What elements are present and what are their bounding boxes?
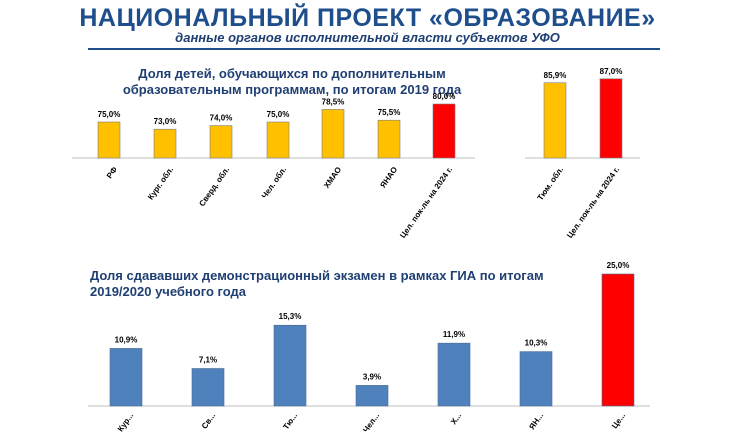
tick-label: Св... [200, 411, 217, 430]
chart-title-line: Доля детей, обучающихся по дополнительны… [138, 66, 445, 81]
data-label: 11,9% [443, 330, 465, 339]
data-label: 75,0% [98, 110, 121, 119]
tick-label: ЯН... [527, 411, 545, 431]
data-label: 10,3% [525, 339, 548, 348]
tick-label: Тю... [281, 411, 299, 431]
header-divider [88, 48, 660, 50]
data-label: 3,9% [363, 372, 381, 381]
bar [321, 109, 345, 159]
chart-title-line: образовательным программам, по итогам 20… [123, 82, 462, 97]
tick-label: Це... [610, 411, 627, 430]
bar [273, 324, 307, 407]
data-label: 75,0% [267, 110, 290, 119]
page-subtitle: данные органов исполнительной власти суб… [175, 30, 560, 45]
bar [599, 78, 623, 159]
data-label: 85,9% [544, 71, 567, 80]
bar [97, 121, 121, 159]
bar [209, 125, 233, 159]
bar [109, 348, 143, 407]
bar [377, 119, 401, 159]
data-label: 75,5% [378, 108, 401, 117]
bar [601, 273, 635, 407]
chart-title: Доля сдававших демонстрационный экзамен … [90, 268, 544, 299]
bar [153, 128, 177, 159]
bar [437, 342, 471, 407]
data-label: 15,3% [279, 312, 302, 321]
bar [191, 368, 225, 407]
tick-label: Х... [449, 411, 463, 426]
tick-label: Чел... [361, 411, 381, 434]
bar [543, 82, 567, 159]
bar [432, 103, 456, 159]
chart-title: Доля детей, обучающихся по дополнительны… [123, 66, 462, 97]
bar [355, 385, 389, 407]
page-title: НАЦИОНАЛЬНЫЙ ПРОЕКТ «ОБРАЗОВАНИЕ» [79, 4, 656, 32]
data-label: 78,5% [322, 97, 345, 106]
bar [519, 351, 553, 407]
data-label: 87,0% [600, 67, 623, 76]
chart-title-line: Доля сдававших демонстрационный экзамен … [90, 268, 544, 283]
data-label: 7,1% [199, 356, 217, 365]
data-label: 74,0% [210, 114, 233, 123]
chart-title-line: 2019/2020 учебного года [90, 284, 247, 299]
data-label: 73,0% [154, 117, 177, 126]
tick-label: Кур... [116, 411, 135, 433]
data-label: 25,0% [607, 261, 630, 270]
bar [266, 121, 290, 159]
data-label: 10,9% [115, 335, 138, 344]
data-label: 80,0% [433, 92, 456, 101]
